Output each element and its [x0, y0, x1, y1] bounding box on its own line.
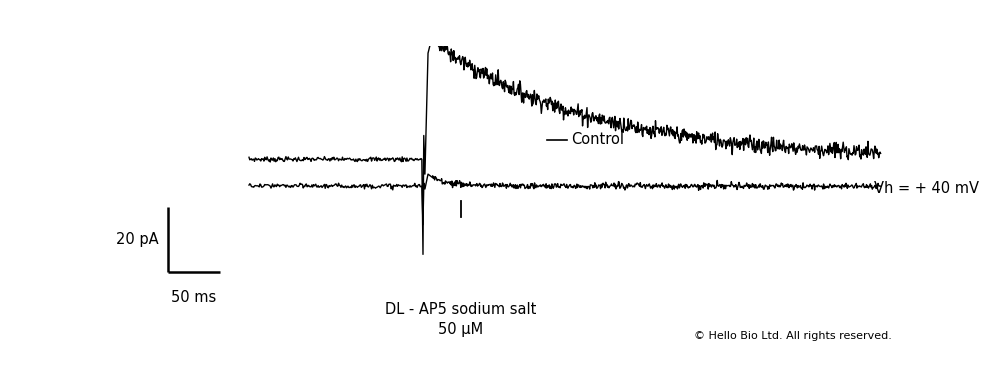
Text: 20 pA: 20 pA: [116, 232, 158, 247]
Text: 50 ms: 50 ms: [171, 290, 217, 305]
Text: DL - AP5 sodium salt: DL - AP5 sodium salt: [385, 302, 536, 317]
Text: Vh = + 40 mV: Vh = + 40 mV: [874, 181, 979, 196]
Text: 50 μM: 50 μM: [438, 322, 483, 337]
Text: © Hello Bio Ltd. All rights reserved.: © Hello Bio Ltd. All rights reserved.: [694, 330, 892, 340]
Text: Control: Control: [571, 132, 624, 147]
